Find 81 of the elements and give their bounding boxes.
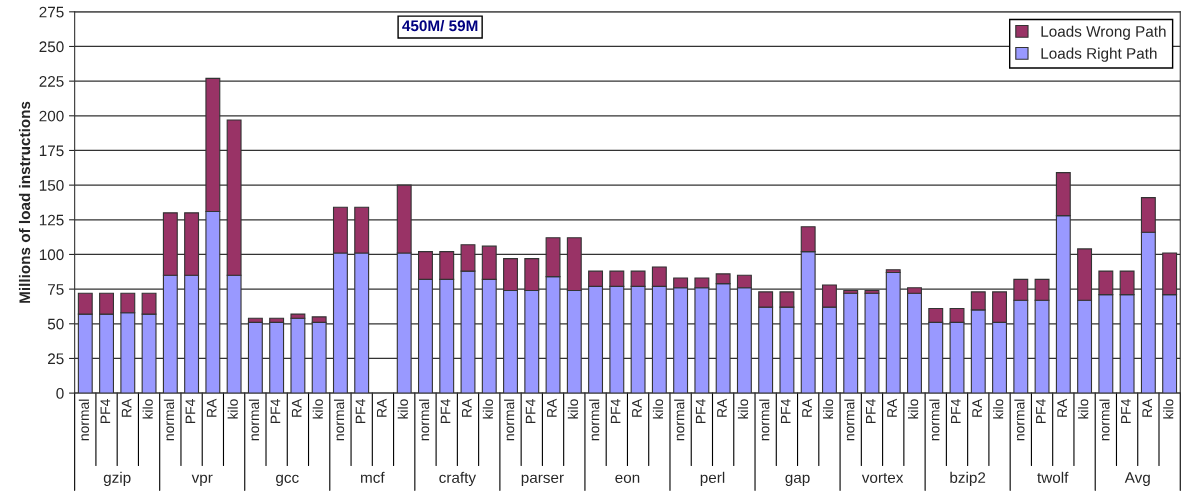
x-tick-label: kilo	[822, 399, 834, 419]
y-tick-label: 200	[39, 110, 64, 122]
legend-label: Loads Wrong Path	[1041, 25, 1166, 40]
y-tick-label: 175	[39, 145, 64, 157]
x-tick-label: RA	[547, 398, 557, 417]
x-tick-label: PF4	[525, 399, 536, 423]
x-tick-label: PF4	[440, 399, 451, 423]
x-tick-label: normal	[589, 399, 600, 441]
y-tick-label: 0	[56, 387, 64, 399]
x-tick-label: RA	[802, 398, 812, 417]
y-tick-label: 25	[48, 353, 64, 365]
x-tick-label: normal	[1099, 399, 1110, 441]
x-tick-label: normal	[674, 399, 685, 441]
x-tick-label: normal	[759, 399, 770, 441]
text: gzip	[103, 471, 131, 487]
x-tick-label: normal	[163, 399, 175, 441]
x-tick-label: PF4	[1036, 399, 1046, 423]
x-tick-label: kilo	[482, 399, 493, 419]
x-tick-label: PF4	[1121, 399, 1131, 423]
x-tick-label: RA	[376, 398, 387, 417]
x-tick-label: RA	[206, 398, 217, 417]
x-tick-label: kilo	[142, 399, 153, 419]
legend-label: Loads Right Path	[1041, 47, 1157, 62]
x-tick-label: normal	[333, 399, 345, 441]
x-tick-label: kilo	[567, 399, 579, 419]
x-tick-label: normal	[1014, 399, 1025, 441]
text: Avg	[1124, 472, 1150, 487]
x-tick-label: kilo	[227, 399, 238, 419]
x-tick-label: RA	[1142, 398, 1152, 417]
text: mcf	[361, 471, 385, 483]
x-tick-label: kilo	[737, 399, 749, 419]
text: vpr	[191, 474, 213, 487]
x-tick-label: PF4	[866, 399, 876, 423]
x-tick-label: kilo	[312, 399, 323, 419]
x-tick-label: normal	[419, 399, 430, 441]
x-tick-label: normal	[929, 399, 940, 441]
x-tick-label: RA	[121, 398, 132, 417]
y-tick-label: 150	[39, 179, 64, 191]
x-tick-label: RA	[972, 398, 982, 417]
y-tick-label: 250	[39, 41, 64, 53]
text: gap	[785, 474, 810, 487]
y-tick-label: 125	[39, 214, 64, 226]
x-tick-label: kilo	[652, 399, 664, 419]
y-axis-title: Millions of load instructions	[18, 101, 31, 303]
text: crafty	[439, 471, 477, 487]
x-tick-label: PF4	[355, 399, 366, 423]
y-tick-label: 75	[48, 284, 64, 295]
x-tick-label: RA	[1057, 398, 1067, 417]
x-tick-label: normal	[504, 399, 515, 441]
x-tick-label: RA	[887, 398, 897, 417]
y-tick-label: 225	[39, 76, 64, 87]
x-tick-label: RA	[462, 398, 472, 417]
text: vortex	[861, 472, 904, 483]
x-tick-label: RA	[717, 398, 727, 417]
annotation: 450M/ 59M	[402, 19, 478, 32]
x-tick-label: normal	[78, 399, 90, 441]
x-tick-label: kilo	[908, 399, 919, 419]
x-tick-label: PF4	[185, 399, 196, 423]
x-tick-label: kilo	[993, 399, 1004, 419]
x-tick-label: kilo	[397, 399, 408, 419]
x-tick-label: normal	[248, 399, 260, 441]
x-tick-label: PF4	[270, 399, 281, 423]
y-tick-label: 50	[47, 318, 64, 330]
x-tick-label: kilo	[1078, 399, 1089, 419]
text: bzip2	[950, 471, 986, 487]
x-tick-label: RA	[291, 398, 302, 417]
x-tick-label: PF4	[951, 399, 961, 423]
x-tick-label: PF4	[610, 399, 621, 423]
y-tick-label: 100	[39, 249, 64, 261]
x-tick-label: PF4	[780, 399, 791, 423]
text: twolf	[1037, 471, 1069, 483]
x-tick-label: PF4	[695, 399, 706, 423]
x-tick-label: RA	[632, 398, 642, 417]
x-tick-label: normal	[844, 399, 855, 441]
text: gcc	[276, 474, 299, 487]
x-tick-label: PF4	[100, 399, 111, 423]
text: eon	[615, 474, 640, 483]
x-tick-label: kilo	[1163, 399, 1174, 419]
y-tick-label: 275	[39, 6, 64, 18]
text: perl	[700, 471, 725, 487]
text: parser	[521, 474, 564, 487]
